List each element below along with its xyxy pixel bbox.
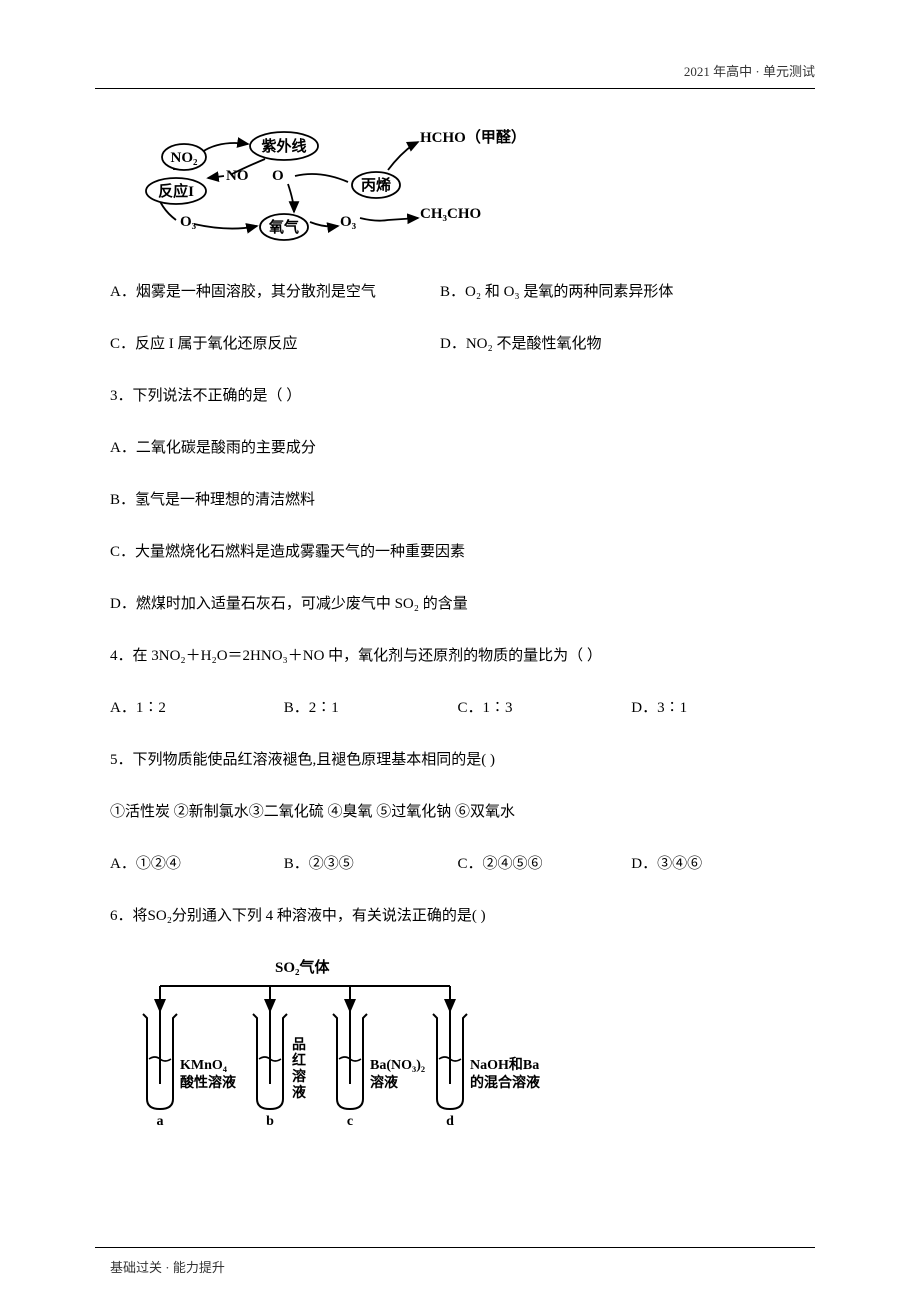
svg-text:d: d [446,1114,454,1129]
svg-text:丙烯: 丙烯 [361,176,391,194]
q3-stem: 3．下列说法不正确的是（ ） [110,384,800,408]
svg-text:反应I: 反应I [158,182,194,200]
q2-options-row2: C．反应 I 属于氧化还原反应 D．NO₂ 不是酸性氧化物 [110,332,800,356]
svg-text:NO: NO [226,168,249,184]
footer-rule [95,1247,815,1248]
q5-option-a: A．①②④ [110,852,280,876]
svg-text:O₃: O₃ [180,214,197,230]
svg-text:HCHO（甲醛）: HCHO（甲醛） [420,128,526,146]
svg-text:NaOH和BaCl₂: NaOH和BaCl₂ [470,1057,540,1073]
q5-option-c: C．②④⑤⑥ [458,852,628,876]
q5-options: A．①②④ B．②③⑤ C．②④⑤⑥ D．③④⑥ [110,852,800,876]
q3-option-a: A．二氧化碳是酸雨的主要成分 [110,436,800,460]
svg-text:紫外线: 紫外线 [261,137,306,155]
q5-list: ①活性炭 ②新制氯水③二氧化硫 ④臭氧 ⑤过氧化钠 ⑥双氧水 [110,800,800,824]
svg-text:液: 液 [292,1084,307,1101]
q3-option-c: C．大量燃烧化石燃料是造成雾霾天气的一种重要因素 [110,540,800,564]
q6-suffix: 分别通入下列 4 种溶液中，有关说法正确的是( ) [172,908,486,924]
page-header: 2021 年高中 · 单元测试 [684,62,815,83]
q3-option-d: D．燃煤时加入适量石灰石，可减少废气中 SO₂ 的含量 [110,592,800,616]
q6-stem: 6．将SO₂分别通入下列 4 种溶液中，有关说法正确的是( ) [110,904,800,928]
svg-text:KMnO₄: KMnO₄ [180,1058,228,1073]
q2-option-a: A．烟雾是一种固溶胶，其分散剂是空气 [110,280,440,304]
q6-so2: SO₂ [148,908,172,924]
q5-option-d: D．③④⑥ [631,852,702,876]
q4-option-b: B．2∶1 [284,696,454,720]
svg-text:酸性溶液: 酸性溶液 [180,1074,237,1091]
svg-text:溶液: 溶液 [370,1074,399,1091]
svg-text:氧气: 氧气 [268,218,299,236]
q2-option-d: D．NO₂ 不是酸性氧化物 [440,332,601,356]
q4-options: A．1∶2 B．2∶1 C．1∶3 D．3∶1 [110,696,800,720]
svg-text:红: 红 [292,1052,306,1069]
q5-option-b: B．②③⑤ [284,852,454,876]
q5-stem: 5．下列物质能使品红溶液褪色,且褪色原理基本相同的是( ) [110,748,800,772]
q2-option-c: C．反应 I 属于氧化还原反应 [110,332,440,356]
q4-option-a: A．1∶2 [110,696,280,720]
svg-text:溶: 溶 [292,1068,306,1085]
svg-text:a: a [157,1114,164,1129]
q4-option-c: C．1∶3 [458,696,628,720]
reaction-cycle-diagram: NO₂ 紫外线 HCHO（甲醛） 反应I NO O 丙烯 O₃ 氧气 O₃ CH₃CHO [120,112,800,250]
svg-text:Ba(NO₃)₂: Ba(NO₃)₂ [370,1058,425,1073]
svg-text:SO₂气体: SO₂气体 [275,958,331,976]
svg-text:c: c [347,1114,353,1129]
svg-text:NO₂: NO₂ [171,150,199,166]
q4-stem: 4．在 3NO₂＋H₂O＝2HNO₃＋NO 中，氧化剂与还原剂的物质的量比为（ … [110,644,800,668]
test-tube-diagram: SO₂气体aKMnO₄酸性溶液b品红溶液cBa(NO₃)₂溶液dNaOH和BaC… [120,956,800,1164]
svg-text:b: b [266,1114,274,1129]
content-area: NO₂ 紫外线 HCHO（甲醛） 反应I NO O 丙烯 O₃ 氧气 O₃ CH₃CHO A．烟雾是… [110,112,800,1194]
svg-text:的混合溶液: 的混合溶液 [470,1074,540,1091]
q4-option-d: D．3∶1 [631,696,687,720]
q6-prefix: 6．将 [110,908,148,924]
page-footer: 基础过关 · 能力提升 [110,1258,225,1279]
svg-text:O₃: O₃ [340,214,357,230]
header-rule [95,88,815,89]
svg-text:O: O [272,168,284,184]
q2-option-b: B．O₂ 和 O₃ 是氧的两种同素异形体 [440,280,673,304]
q3-option-b: B．氢气是一种理想的清洁燃料 [110,488,800,512]
svg-text:CH₃CHO: CH₃CHO [420,206,481,222]
svg-text:品: 品 [292,1037,306,1053]
q2-options-row1: A．烟雾是一种固溶胶，其分散剂是空气 B．O₂ 和 O₃ 是氧的两种同素异形体 [110,280,800,304]
